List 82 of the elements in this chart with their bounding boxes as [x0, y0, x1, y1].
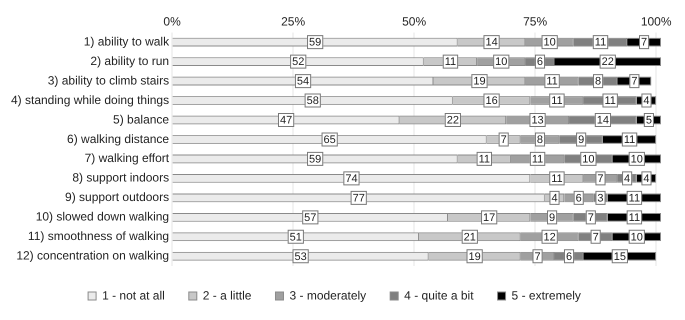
data-label: 4: [643, 95, 650, 108]
data-label: 7: [592, 231, 599, 244]
data-label: 11: [628, 192, 640, 204]
data-label: 9: [578, 134, 584, 146]
data-label: 11: [551, 95, 563, 108]
data-label: 47: [280, 114, 292, 127]
data-label: 52: [292, 56, 304, 68]
x-tick-label: 100%: [640, 14, 672, 29]
data-label: 7: [597, 172, 604, 185]
data-label: 19: [473, 76, 486, 88]
data-label: 11: [478, 153, 490, 166]
data-label: 10: [630, 231, 643, 244]
y-tick-label: 3) ability to climb stairs: [48, 73, 170, 88]
data-label: 7: [631, 76, 638, 88]
y-tick-label: 12) concentration on walking: [16, 248, 170, 263]
legend-label: 4 - quite a bit: [404, 288, 474, 302]
data-label: 11: [594, 36, 606, 49]
y-tick-label: 8) support indoors: [72, 170, 170, 185]
x-tick-label: 25%: [281, 14, 306, 29]
data-label: 10: [495, 56, 508, 68]
data-label: 15: [614, 250, 626, 263]
data-label: 53: [294, 250, 307, 263]
data-label: 6: [566, 250, 572, 263]
y-tick-label: 1) ability to walk: [84, 34, 170, 48]
data-label: 11: [546, 76, 558, 88]
data-label: 14: [485, 36, 498, 49]
y-tick-label: 7) walking effort: [84, 151, 170, 166]
y-tick-label: 11) smoothness of walking: [28, 229, 170, 244]
data-label: 4: [643, 172, 650, 185]
data-label: 51: [290, 231, 302, 244]
data-label: 21: [464, 231, 476, 244]
data-label: 22: [602, 56, 614, 68]
data-label: 16: [485, 95, 498, 108]
data-label: 77: [352, 192, 365, 204]
data-label: 17: [483, 212, 496, 224]
data-label: 65: [324, 134, 336, 146]
data-label: 5: [646, 114, 652, 127]
data-label: 59: [309, 153, 322, 166]
data-label: 57: [304, 212, 316, 224]
data-label: 59: [309, 36, 322, 49]
y-tick-label: 2) ability to run: [90, 54, 170, 68]
data-label: 10: [582, 153, 595, 166]
legend-label: 5 - extremely: [512, 288, 581, 302]
legend-label: 3 - moderately: [289, 288, 366, 302]
y-tick-label: 6) walking distance: [67, 132, 170, 146]
data-label: 7: [534, 250, 541, 263]
data-label: 7: [640, 36, 648, 49]
data-label: 11: [444, 56, 456, 68]
data-label: 11: [628, 212, 640, 224]
legend-label: 1 - not at all: [102, 288, 165, 302]
data-label: 22: [446, 114, 459, 127]
data-label: 54: [296, 76, 310, 88]
data-label: 58: [306, 95, 319, 108]
x-tick-label: 75%: [523, 14, 548, 29]
data-label: 3: [597, 192, 604, 204]
data-label: 11: [551, 172, 563, 185]
data-label: 8: [595, 76, 602, 88]
y-tick-label: 9) support outdoors: [65, 190, 170, 204]
x-tick-label: 50%: [402, 14, 426, 29]
y-tick-label: 5) balance: [113, 112, 170, 126]
data-label: 74: [345, 172, 358, 185]
data-label: 4: [551, 192, 558, 204]
data-label: 4: [624, 172, 630, 185]
legend-label: 2 - a little: [202, 288, 252, 302]
data-label: 19: [468, 250, 481, 263]
data-label: 7: [588, 212, 594, 224]
data-label: 14: [596, 114, 610, 127]
data-label: 8: [536, 134, 544, 146]
data-label: 11: [624, 134, 636, 146]
data-label: 13: [531, 114, 544, 127]
y-tick-label: 4) standing while doing things: [10, 92, 170, 107]
data-label: 7: [500, 134, 507, 146]
data-label: 11: [604, 95, 616, 108]
data-label: 12: [544, 231, 556, 244]
data-label: 6: [576, 192, 582, 204]
x-tick-label: 0%: [163, 14, 182, 29]
y-tick-label: 10) slowed down walking: [36, 210, 170, 224]
data-label: 10: [630, 153, 643, 166]
data-label: 6: [536, 56, 544, 68]
data-label: 11: [532, 153, 544, 166]
data-label: 9: [549, 212, 556, 224]
data-label: 10: [544, 36, 556, 49]
